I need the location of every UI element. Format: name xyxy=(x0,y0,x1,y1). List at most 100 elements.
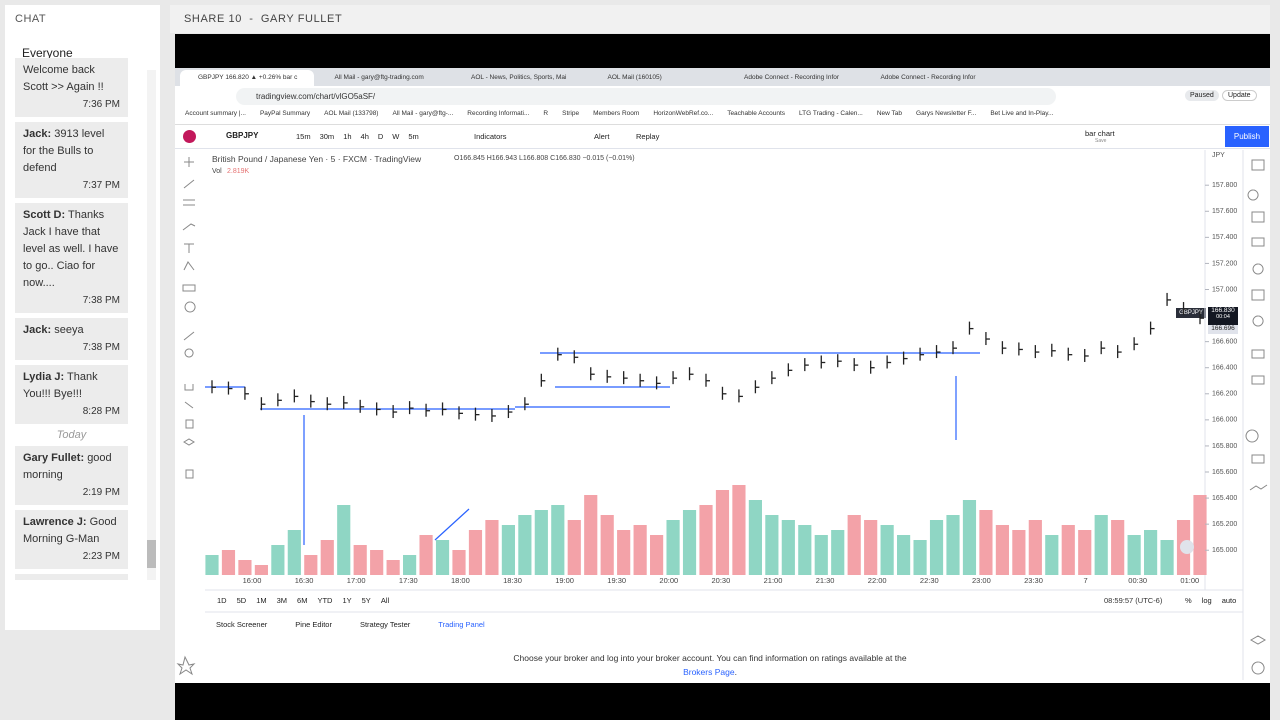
range-button[interactable]: 1M xyxy=(256,596,267,605)
replay-button[interactable]: Replay xyxy=(636,132,660,141)
alert-button[interactable]: Alert xyxy=(594,132,610,141)
chat-message: Lawrence J: Good Morning G-Man 2:23 PM xyxy=(15,510,128,569)
range-button[interactable]: All xyxy=(380,596,390,605)
bookmark[interactable]: LTG Trading - Calen... xyxy=(799,110,863,117)
message-time: 7:38 PM xyxy=(82,295,120,306)
chat-message: Welcome back Scott >> Again !! 7:36 PM xyxy=(15,58,128,117)
message-body: Welcome back Scott >> Again !! xyxy=(23,62,120,96)
bookmark[interactable]: PayPal Summary xyxy=(259,110,311,117)
address-bar[interactable] xyxy=(236,88,1056,105)
message-time: 2:19 PM xyxy=(82,487,120,498)
bookmark[interactable]: R xyxy=(543,110,549,117)
range-button[interactable]: 6M xyxy=(297,596,308,605)
browser-tab[interactable]: AOL Mail (160105) xyxy=(607,74,662,81)
range-button[interactable]: 1Y xyxy=(342,596,352,605)
bookmark[interactable]: New Tab xyxy=(876,110,903,117)
message-end: . xyxy=(734,667,737,677)
panel-tab[interactable]: Trading Panel xyxy=(438,620,485,629)
status[interactable]: Paused xyxy=(1185,90,1219,101)
message-text: Welcome back Scott >> Again !! xyxy=(23,64,104,93)
browser-tab[interactable]: All Mail - gary@ftg-trading.com xyxy=(334,74,424,81)
bookmark[interactable]: HorizonWebRef.co... xyxy=(653,110,714,117)
update-button[interactable]: Update xyxy=(1222,90,1257,101)
volume-label: Vol xyxy=(212,168,222,175)
message-author: Lawrence J: xyxy=(23,516,87,528)
browser-tab[interactable]: GBPJPY 166.820 ▲ +0.26% bar c xyxy=(180,70,314,86)
message-body: Lawrence J: Good Morning G-Man xyxy=(23,514,120,548)
message-body: Jack: seeya xyxy=(23,322,120,339)
message-body: Scott D: Thanks Jack I have that level a… xyxy=(23,207,120,292)
range-button[interactable]: 3M xyxy=(276,596,288,605)
bookmark[interactable]: Account summary |... xyxy=(185,110,246,117)
share-header xyxy=(170,5,1270,33)
currency: JPY xyxy=(1212,152,1225,159)
volume-value: 2.819K xyxy=(227,168,250,175)
browser-tab[interactable]: Adobe Connect - Recording Infor xyxy=(744,74,840,81)
panel-tab[interactable]: Pine Editor xyxy=(295,620,332,629)
publish-button[interactable]: Publish xyxy=(1225,126,1269,147)
message-author: Lydia J: xyxy=(23,371,65,383)
countdown: 00:04 xyxy=(1216,314,1230,320)
range-button[interactable]: 1D xyxy=(217,596,227,605)
bookmark[interactable]: Teachable Accounts xyxy=(727,110,786,117)
bookmark[interactable]: Garys Newsletter F... xyxy=(916,110,977,117)
scroll-thumb[interactable] xyxy=(147,540,156,568)
interval-button[interactable]: 1h xyxy=(343,132,352,141)
message-body: Jack: 3913 level for the Bulls to defend xyxy=(23,126,120,177)
interval-button[interactable]: 5m xyxy=(408,132,419,141)
interval-button[interactable]: 15m xyxy=(296,132,311,141)
browser-tab[interactable]: AOL - News, Politics, Sports, Mai xyxy=(471,74,567,81)
chat-message: tookta: can I ask a question?2:50 PM xyxy=(15,574,128,580)
interval-button[interactable]: 30m xyxy=(319,132,335,141)
indicators-button[interactable]: Indicators xyxy=(474,132,507,141)
range-button[interactable]: YTD xyxy=(317,596,333,605)
message-time: 7:38 PM xyxy=(82,342,120,353)
message-body: Gary Fullet: good morning xyxy=(23,450,120,484)
broker-message: Choose your broker and log into your bro… xyxy=(500,651,920,679)
last-price-box: 166.830 00:04 xyxy=(1208,307,1238,325)
message-author: Jack: xyxy=(23,324,52,336)
chat-tab[interactable]: Everyone xyxy=(22,46,73,60)
layout-name[interactable]: bar chart xyxy=(1085,129,1115,138)
chat-message: Gary Fullet: good morning 2:19 PM xyxy=(15,446,128,505)
panel-tabs: Stock Screener Pine Editor Strategy Tester… xyxy=(216,620,513,629)
bookmark[interactable]: Stripe xyxy=(562,110,580,117)
scale-option[interactable]: % xyxy=(1185,596,1192,605)
avatar[interactable] xyxy=(183,130,196,143)
intervals: 15m 30m 1h 4h D W 5m xyxy=(296,132,428,141)
scale-option[interactable]: log xyxy=(1201,596,1212,605)
symbol[interactable]: GBPJPY xyxy=(226,131,259,140)
message-author: Gary Fullet: xyxy=(23,452,85,464)
scrollbar[interactable] xyxy=(147,70,156,580)
chat-message: Jack: seeya 7:38 PM xyxy=(15,318,128,360)
bookmarks: Account summary |... PayPal Summary AOL Ma… xyxy=(185,110,1067,120)
scale-option[interactable]: auto xyxy=(1221,596,1237,605)
chat-title: CHAT xyxy=(15,13,47,25)
range-button[interactable]: 5D xyxy=(236,596,247,605)
bookmark[interactable]: All Mail - gary@ftg-... xyxy=(392,110,454,117)
interval-button[interactable]: W xyxy=(392,132,400,141)
layout-status: Save xyxy=(1095,138,1107,144)
scale-options: % log auto xyxy=(1185,596,1246,605)
interval-button[interactable]: 4h xyxy=(360,132,369,141)
message-body: Lydia J: Thank You!!! Bye!!! xyxy=(23,369,120,403)
panel-tab[interactable]: Strategy Tester xyxy=(359,620,411,629)
clock: 08:59:57 (UTC-6) xyxy=(1104,596,1163,605)
message-text: 3913 level for the Bulls to defend xyxy=(23,128,105,174)
browser xyxy=(175,68,1270,683)
message-text: Choose your broker and log into your bro… xyxy=(513,653,907,663)
panel-tab[interactable]: Stock Screener xyxy=(216,620,268,629)
last-symbol: GBPJPY xyxy=(1176,308,1206,318)
last-price: 166.830 xyxy=(1211,307,1235,314)
browser-tab[interactable]: Adobe Connect - Recording Infor xyxy=(880,74,976,81)
interval-button[interactable]: D xyxy=(377,132,384,141)
range-button[interactable]: 5Y xyxy=(361,596,371,605)
bookmark[interactable]: Bet Live and In-Play... xyxy=(990,110,1054,117)
brokers-link[interactable]: Brokers Page xyxy=(683,667,735,677)
message-time: 7:36 PM xyxy=(82,99,120,110)
url[interactable]: tradingview.com/chart/vlGO5aSF/ xyxy=(256,92,376,101)
bookmark[interactable]: Recording Informati... xyxy=(467,110,530,117)
other-price: 166.696 xyxy=(1208,325,1238,334)
bookmark[interactable]: AOL Mail (133798) xyxy=(324,110,379,117)
bookmark[interactable]: Members Room xyxy=(593,110,640,117)
